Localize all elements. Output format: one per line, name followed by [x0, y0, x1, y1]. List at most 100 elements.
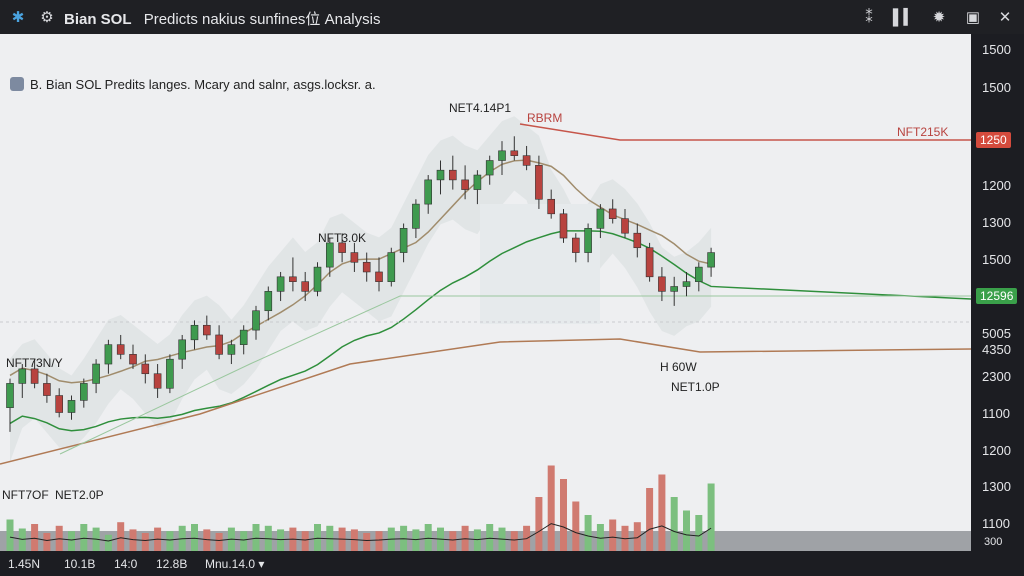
candle-body [510, 150, 519, 156]
candle-body [129, 354, 137, 365]
candle-body [252, 310, 260, 331]
time-axis-bar [0, 551, 1024, 576]
volume-bar [191, 524, 198, 551]
volume-bar [486, 524, 494, 551]
volume-bar [646, 488, 654, 551]
candle-body [707, 252, 715, 268]
volume-bar [31, 524, 39, 551]
candle-body [658, 276, 666, 292]
candle-body [215, 334, 223, 355]
volume-bar [584, 515, 592, 551]
candle-body [473, 174, 482, 190]
candle-body [350, 252, 359, 263]
volume-bar [510, 531, 518, 551]
price-tag-red: 1250 [976, 132, 1011, 148]
candle-body [461, 179, 469, 190]
chart-icon[interactable]: ▌▍ [892, 9, 916, 26]
volume-bar [166, 531, 174, 551]
candle-body [141, 363, 150, 375]
candle-body [30, 368, 39, 384]
candle-body [153, 373, 162, 389]
window-icon[interactable]: ▣ [965, 9, 981, 26]
candle-body [535, 165, 543, 200]
chart-area[interactable]: B. Bian SOL Predits langes. Mcary and sa… [0, 34, 971, 551]
volume-bar [117, 522, 125, 551]
volume-bar [129, 529, 137, 551]
volume-bar [104, 534, 112, 551]
price-label: 2300 [982, 369, 1011, 384]
volume-line [9, 523, 712, 542]
volume-bar [449, 531, 457, 551]
candle-body [92, 363, 100, 384]
candle-body [694, 266, 703, 282]
price-band [10, 116, 712, 462]
price-label: 4350 [982, 342, 1011, 357]
window-title-bold: Bian SOL [64, 11, 132, 28]
price-label: 1300 [982, 479, 1011, 494]
window-title-rest: Predicts nakius sunfines位 Analysis [143, 11, 381, 28]
candle-body [645, 247, 654, 278]
price-label: 1500 [982, 42, 1011, 57]
annotation-right-red: NFT215K [897, 125, 949, 139]
gear-icon[interactable]: ✹ [932, 9, 946, 26]
volume-bar [301, 531, 309, 551]
volume-bar [43, 533, 51, 551]
star-icon[interactable]: ⁑ [865, 9, 873, 26]
price-label: 5005 [982, 326, 1011, 341]
volume-bar [412, 529, 420, 551]
time-label: 1.45N [8, 557, 41, 571]
annotation-bottom-left-1: NFT7OF [2, 488, 49, 502]
volume-bar [707, 483, 715, 551]
candle-body [190, 324, 199, 341]
volume-bar [80, 524, 88, 551]
candle-body [116, 344, 125, 355]
volume-bar [424, 524, 432, 551]
candle-body [67, 400, 76, 413]
candle-body [559, 213, 568, 239]
price-label: 1500 [982, 252, 1011, 267]
candle-body [55, 395, 64, 413]
volume-bar [314, 524, 321, 551]
interval-dropdown[interactable]: Mnu.14.0 ▾ [205, 557, 265, 571]
price-label: 1300 [982, 215, 1011, 230]
price-label: 300 [984, 536, 1003, 548]
volume-bar [277, 529, 285, 551]
candle-body [596, 208, 605, 229]
candle-body [412, 203, 420, 229]
candle-body [621, 218, 629, 234]
candle-body [276, 276, 285, 292]
candle-body [584, 228, 592, 253]
ma-line-green [9, 230, 971, 432]
candle-body [301, 281, 310, 292]
time-label: 12.8B [156, 557, 188, 571]
volume-bar [215, 533, 223, 551]
settings-icon[interactable]: ⚙ [40, 9, 54, 26]
highlight-zone [480, 204, 600, 324]
volume-bar [609, 519, 617, 551]
candle-body [399, 228, 408, 253]
candle-body [325, 242, 334, 268]
volume-bar [363, 533, 371, 551]
chart-type-icon [10, 77, 24, 91]
volume-bar [695, 515, 703, 551]
candle-body [338, 242, 346, 253]
title-bar: ✱ ⚙ Bian SOL Predicts nakius sunfines位 A… [0, 0, 1024, 34]
price-label: 1200 [982, 178, 1011, 193]
volume-bar [658, 474, 666, 551]
candle-body [424, 179, 433, 205]
candlestick-chart[interactable] [0, 34, 971, 551]
volume-bar [683, 510, 690, 551]
candle-body [178, 339, 186, 360]
volume-bar [560, 479, 567, 551]
candle-body [633, 232, 642, 249]
candle-body [166, 358, 174, 389]
volume-bar [203, 529, 211, 551]
candle-body [375, 271, 383, 282]
candle-body [485, 160, 494, 176]
ma-line-short [9, 159, 712, 384]
candle-body [6, 383, 14, 408]
window-title: Bian SOL Predicts nakius sunfines位 Analy… [64, 8, 380, 29]
candle-body [362, 261, 371, 273]
candle-body [436, 169, 445, 181]
close-icon[interactable]: ✕ [998, 9, 1012, 26]
